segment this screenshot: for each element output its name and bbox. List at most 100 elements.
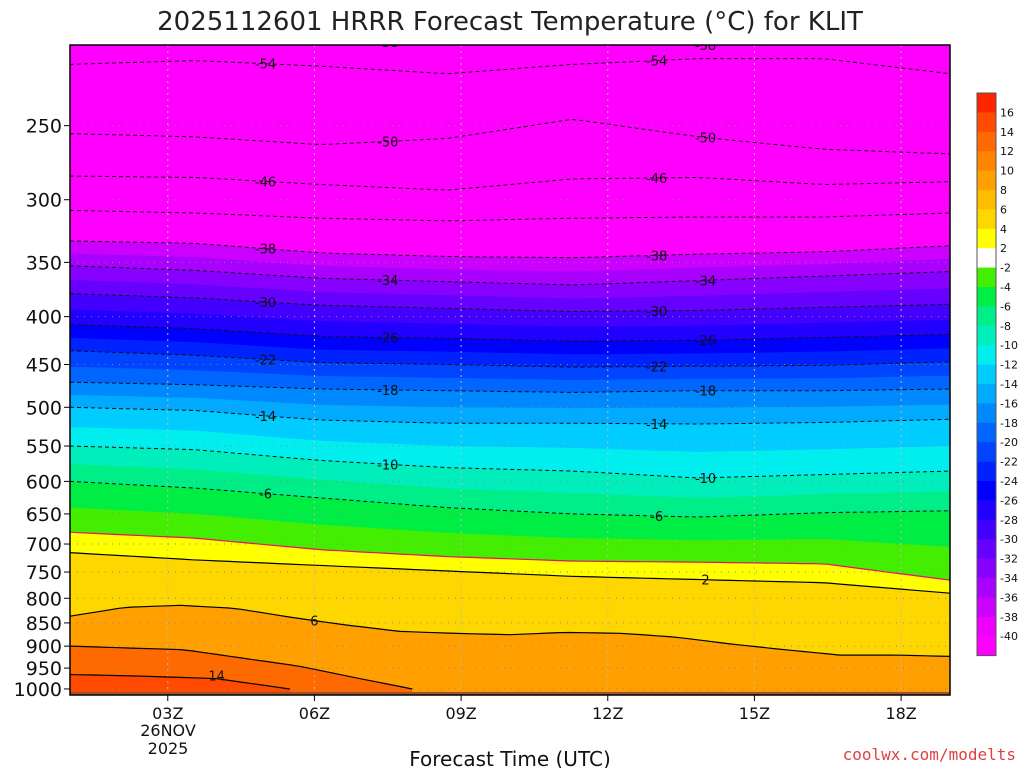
isotherm-label--34-0: -34 bbox=[377, 274, 398, 289]
colorbar-swatch-25 bbox=[977, 578, 996, 598]
colorbar-swatch-20 bbox=[977, 481, 996, 501]
colorbar-label-6: 6 bbox=[1000, 203, 1007, 216]
chart-title: 2025112601 HRRR Forecast Temperature (°C… bbox=[157, 7, 863, 37]
colorbar-swatch-1 bbox=[977, 112, 996, 133]
colorbar-label--20: -20 bbox=[1000, 436, 1018, 449]
y-tick-850: 850 bbox=[26, 613, 62, 635]
colorbar-swatch-18 bbox=[977, 442, 996, 462]
x-tick-15Z: 15Z bbox=[739, 704, 770, 723]
colorbar-swatch-27 bbox=[977, 616, 996, 637]
colorbar-label-2: 2 bbox=[1000, 242, 1007, 255]
isotherm-label--26-0: -26 bbox=[377, 331, 398, 346]
isotherm-label--46-1: -46 bbox=[646, 172, 667, 187]
colorbar-swatch-5 bbox=[977, 190, 996, 210]
y-tick-1000: 1000 bbox=[14, 679, 62, 701]
isotherm-label--34-1: -34 bbox=[695, 274, 716, 289]
isotherm-label--54-1: -54 bbox=[646, 55, 667, 70]
y-tick-350: 350 bbox=[26, 252, 62, 274]
colorbar-swatch-26 bbox=[977, 597, 996, 618]
y-tick-750: 750 bbox=[26, 562, 62, 584]
colorbar-swatch-8 bbox=[977, 248, 996, 268]
colorbar-label--10: -10 bbox=[1000, 339, 1018, 352]
isotherm-14 bbox=[70, 673, 291, 690]
colorbar-swatch-15 bbox=[977, 384, 996, 404]
isotherm-label-2: 2 bbox=[701, 574, 709, 589]
y-tick-300: 300 bbox=[26, 190, 62, 212]
colorbar-label-8: 8 bbox=[1000, 184, 1007, 197]
credit-text[interactable]: coolwx.com/modelts bbox=[843, 745, 1016, 764]
y-tick-950: 950 bbox=[26, 658, 62, 680]
colorbar-swatch-23 bbox=[977, 539, 996, 559]
isotherm-label--18-1: -18 bbox=[695, 385, 716, 400]
colorbar-swatch-22 bbox=[977, 519, 996, 540]
colorbar-label--12: -12 bbox=[1000, 359, 1018, 372]
colorbar-swatch-28 bbox=[977, 636, 996, 656]
colorbar-label--8: -8 bbox=[1000, 320, 1011, 333]
colorbar-label--34: -34 bbox=[1000, 572, 1018, 585]
colorbar-label-14: 14 bbox=[1000, 126, 1014, 139]
colorbar-label--6: -6 bbox=[1000, 300, 1011, 313]
colorbar-swatch-16 bbox=[977, 403, 996, 424]
y-tick-450: 450 bbox=[26, 354, 62, 376]
x-tick-09Z: 09Z bbox=[445, 704, 476, 723]
colorbar: 16 14 12 10 8 6 4 2 -2 -4 -6 -8 -10 -12 -14 -16 -18 -20 -2… bbox=[976, 92, 1018, 657]
colorbar-label--30: -30 bbox=[1000, 533, 1018, 546]
x-tick-06Z: 06Z bbox=[299, 704, 330, 723]
isotherm-label--50-0: -50 bbox=[377, 135, 398, 150]
isotherm-label--18-0: -18 bbox=[377, 384, 398, 399]
colorbar-label--22: -22 bbox=[1000, 456, 1018, 469]
plot-frame bbox=[69, 44, 951, 696]
y-tick-650: 650 bbox=[26, 504, 62, 526]
x-tick-03Z: 03Z bbox=[152, 704, 183, 723]
isotherm-label--14-1: -14 bbox=[646, 418, 667, 433]
colorbar-swatch-24 bbox=[977, 558, 996, 579]
isotherm-label--46-0: -46 bbox=[255, 175, 276, 190]
y-axis: 2503003504004505005506006507007508008509… bbox=[14, 116, 70, 701]
colorbar-swatch-13 bbox=[977, 345, 996, 365]
y-tick-500: 500 bbox=[26, 397, 62, 419]
colorbar-label--26: -26 bbox=[1000, 494, 1018, 507]
plot-area: -58 -58 -54 -54 -50 -50 -46 -46 -38 -38 -34 -34 -30 -… bbox=[70, 36, 950, 695]
isotherm-2 bbox=[70, 552, 950, 594]
y-tick-600: 600 bbox=[26, 471, 62, 493]
colorbar-label--4: -4 bbox=[1000, 281, 1011, 294]
isotherm-6 bbox=[70, 604, 950, 657]
isotherm-label--58-0: -58 bbox=[377, 36, 398, 51]
grid-lines bbox=[70, 45, 950, 695]
isotherm--6 bbox=[70, 480, 950, 518]
isotherm-label--6-1: -6 bbox=[650, 510, 663, 525]
y-tick-700: 700 bbox=[26, 534, 62, 556]
isotherm-label--50-1: -50 bbox=[695, 132, 716, 147]
colorbar-label--40: -40 bbox=[1000, 630, 1018, 643]
colorbar-swatch-2 bbox=[977, 131, 996, 152]
colorbar-swatch-11 bbox=[977, 306, 996, 327]
y-tick-550: 550 bbox=[26, 436, 62, 458]
y-tick-800: 800 bbox=[26, 588, 62, 610]
colorbar-label--28: -28 bbox=[1000, 514, 1018, 527]
isotherm-label-14: 14 bbox=[208, 669, 225, 684]
isotherm-label--54-0: -54 bbox=[255, 58, 276, 73]
colorbar-swatch-10 bbox=[977, 287, 996, 307]
x-axis-title: Forecast Time (UTC) bbox=[409, 747, 611, 768]
colorbar-label--16: -16 bbox=[1000, 397, 1018, 410]
temperature-bands bbox=[70, 45, 950, 695]
ground-surface bbox=[70, 691, 950, 695]
isotherm-label--30-1: -30 bbox=[646, 305, 667, 320]
colorbar-label--18: -18 bbox=[1000, 417, 1018, 430]
isotherm-10 bbox=[70, 645, 413, 690]
x-axis: 03Z 06Z 09Z 12Z 15Z 18Z bbox=[152, 695, 917, 723]
colorbar-swatch-7 bbox=[977, 228, 996, 249]
freezing-line bbox=[70, 531, 950, 581]
isotherm-label--10-0: -10 bbox=[377, 458, 398, 473]
isotherm-label--30-0: -30 bbox=[255, 296, 276, 311]
isotherm-label--38-1: -38 bbox=[646, 249, 667, 264]
colorbar-frame bbox=[976, 92, 997, 657]
colorbar-swatch-6 bbox=[977, 209, 996, 230]
colorbar-label-12: 12 bbox=[1000, 145, 1014, 158]
y-tick-900: 900 bbox=[26, 636, 62, 658]
colorbar-swatch-4 bbox=[977, 170, 996, 191]
isotherm-label--10-1: -10 bbox=[695, 472, 716, 487]
colorbar-swatch-12 bbox=[977, 325, 996, 346]
isotherm-lines: -58 -58 -54 -54 -50 -50 -46 -46 -38 -38 -34 -34 -30 -… bbox=[70, 36, 950, 690]
